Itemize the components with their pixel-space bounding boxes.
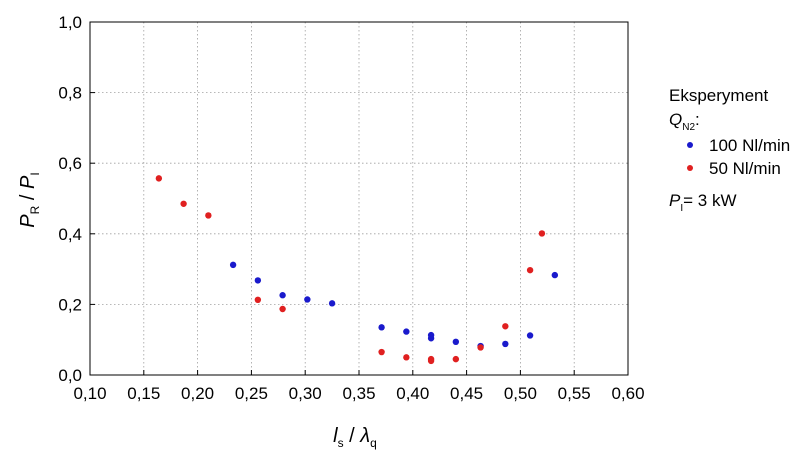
data-point xyxy=(155,175,163,182)
legend-subtitle-tail: : xyxy=(695,110,700,129)
x-axis-title: ls / λq xyxy=(333,425,377,450)
x-tick-label: 0,45 xyxy=(450,384,483,403)
y-axis-title-main2: P xyxy=(17,175,39,189)
power-annotation-sub: I xyxy=(680,203,683,214)
legend: Eksperyment QN2: 100 Nl/min 50 Nl/min xyxy=(669,86,790,178)
x-axis-title-sep: / xyxy=(344,425,361,447)
data-point xyxy=(328,300,336,307)
x-tick-label: 0,40 xyxy=(396,384,429,403)
series-0 xyxy=(229,261,559,350)
x-axis-title-main: l xyxy=(333,425,338,447)
x-tick-label: 0,10 xyxy=(73,384,106,403)
data-point xyxy=(180,200,187,207)
grid xyxy=(90,22,628,375)
y-tick-label: 0,0 xyxy=(58,366,82,385)
x-tick-label: 0,60 xyxy=(611,384,644,403)
data-point xyxy=(254,296,262,304)
data-point xyxy=(477,344,484,351)
data-point xyxy=(205,212,212,219)
data-point xyxy=(526,332,534,339)
legend-marker-50 xyxy=(687,165,693,171)
data-point xyxy=(502,340,509,348)
data-point xyxy=(526,266,534,274)
y-axis-title: PR / PI xyxy=(17,172,42,227)
data-point xyxy=(502,323,509,330)
y-axis-title-sub: R xyxy=(28,205,42,214)
y-axis-tick-labels: 0,0 0,2 0,4 0,6 0,8 1,0 xyxy=(58,13,82,385)
data-points xyxy=(155,175,559,365)
series-1 xyxy=(155,175,546,365)
x-axis-title-sub: s xyxy=(338,436,344,450)
data-point xyxy=(378,348,385,356)
data-point xyxy=(378,324,385,331)
y-tick-label: 0,8 xyxy=(58,84,82,103)
x-tick-label: 0,25 xyxy=(235,384,268,403)
legend-subtitle-sub: N2 xyxy=(682,122,695,133)
data-point xyxy=(403,354,410,361)
legend-label-50: 50 Nl/min xyxy=(709,159,781,178)
data-point xyxy=(403,328,410,335)
legend-marker-100 xyxy=(687,142,693,148)
y-axis-title-sub2: I xyxy=(28,172,42,175)
data-point xyxy=(427,335,435,342)
power-annotation-main: P xyxy=(669,191,681,210)
data-point xyxy=(538,230,546,237)
y-tick-label: 0,4 xyxy=(58,225,82,244)
data-point xyxy=(551,271,559,279)
legend-label-100: 100 Nl/min xyxy=(709,136,790,155)
x-tick-label: 0,30 xyxy=(289,384,322,403)
x-tick-label: 0,20 xyxy=(181,384,214,403)
power-annotation: PI= 3 kW xyxy=(669,191,737,214)
x-axis-tick-labels: 0,10 0,15 0,20 0,25 0,30 0,35 0,40 0,45 0,50 0,55… xyxy=(73,384,644,403)
x-axis-title-sub2: q xyxy=(370,436,377,450)
power-annotation-tail: = 3 kW xyxy=(683,191,736,210)
data-point xyxy=(254,277,262,284)
x-tick-label: 0,55 xyxy=(558,384,591,403)
data-point xyxy=(279,305,286,313)
x-tick-label: 0,50 xyxy=(504,384,537,403)
legend-title: Eksperyment xyxy=(669,86,768,105)
data-point xyxy=(427,355,435,363)
y-tick-label: 1,0 xyxy=(58,13,82,32)
data-point xyxy=(304,296,311,303)
x-tick-label: 0,15 xyxy=(127,384,160,403)
data-point xyxy=(229,261,237,269)
y-tick-label: 0,6 xyxy=(58,154,82,173)
data-point xyxy=(279,292,286,299)
legend-subtitle: QN2: xyxy=(669,110,700,133)
x-tick-label: 0,35 xyxy=(342,384,375,403)
y-axis-title-main: P xyxy=(17,214,39,228)
y-axis-title-sep: / xyxy=(17,189,39,206)
data-point xyxy=(452,355,460,363)
y-tick-label: 0,2 xyxy=(58,295,82,314)
data-point xyxy=(452,338,460,346)
axis-ticks xyxy=(89,21,629,376)
x-axis-title-main2: λ xyxy=(359,425,370,447)
legend-subtitle-main: Q xyxy=(669,110,682,129)
